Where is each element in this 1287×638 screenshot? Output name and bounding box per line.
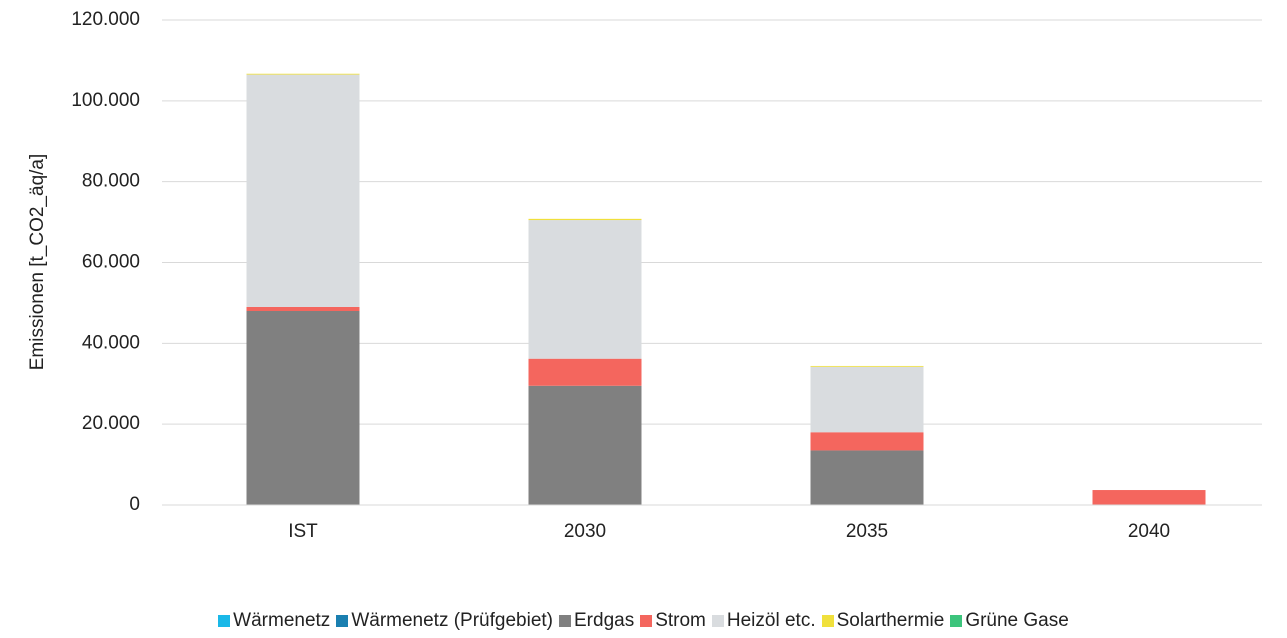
- legend-swatch: [640, 615, 653, 627]
- y-tick-label: 60.000: [82, 252, 140, 273]
- y-axis-label: Emissionen [t_CO2_äq/a]: [27, 154, 48, 371]
- legend-item: Grüne Gase: [950, 610, 1069, 632]
- legend-swatch: [821, 615, 834, 627]
- y-tick-label: 100.000: [71, 90, 140, 111]
- y-tick-label: 120.000: [71, 9, 140, 30]
- y-tick-label: 80.000: [82, 171, 140, 192]
- legend-swatch: [711, 615, 724, 627]
- x-tick-label: IST: [288, 521, 318, 542]
- legend: Wärmenetz Wärmenetz (Prüfgebiet) Erdgas Str…: [0, 610, 1287, 632]
- legend-label: Erdgas: [574, 610, 635, 631]
- legend-item: Heizöl etc.: [711, 610, 816, 632]
- chart: Emissionen [t_CO2_äq/a] 0 20.000 40.000 60.…: [27, 9, 1262, 542]
- legend-item: Wärmenetz (Prüfgebiet): [336, 610, 553, 632]
- x-tick-label: 2035: [846, 521, 888, 542]
- legend-label: Wärmenetz (Prüfgebiet): [351, 610, 553, 631]
- bar-segment: [810, 365, 924, 367]
- legend-label: Solarthermie: [836, 610, 945, 631]
- bar-segment: [246, 73, 360, 75]
- legend-item: Wärmenetz: [218, 610, 330, 632]
- bar-segment: [810, 450, 924, 505]
- bar-segment: [246, 74, 360, 307]
- bar-segment: [810, 366, 924, 433]
- x-tick-label: 2030: [564, 521, 606, 542]
- bar-segment: [810, 432, 924, 451]
- legend-label: Wärmenetz: [233, 610, 331, 631]
- bar-segment: [528, 385, 642, 505]
- bar-segment: [528, 358, 642, 386]
- legend-swatch: [559, 615, 571, 627]
- legend-swatch: [950, 615, 963, 627]
- y-tick-label: 20.000: [82, 413, 140, 434]
- legend-label: Grüne Gase: [965, 610, 1069, 631]
- y-tick-label: 40.000: [82, 332, 140, 353]
- legend-item: Solarthermie: [821, 610, 945, 632]
- bar-segment: [1092, 490, 1206, 505]
- legend-item: Strom: [640, 610, 706, 632]
- bar-segment: [528, 218, 642, 221]
- legend-label: Heizöl etc.: [726, 610, 816, 631]
- legend-swatch: [218, 615, 231, 627]
- bar-segment: [246, 306, 360, 311]
- y-tick-label: 0: [129, 494, 140, 515]
- x-tick-label: 2040: [1128, 521, 1170, 542]
- legend-label: Strom: [655, 610, 706, 631]
- legend-item: Erdgas: [559, 610, 634, 632]
- bar-segment: [528, 220, 642, 359]
- bar-segment: [246, 311, 360, 505]
- legend-swatch: [336, 615, 349, 627]
